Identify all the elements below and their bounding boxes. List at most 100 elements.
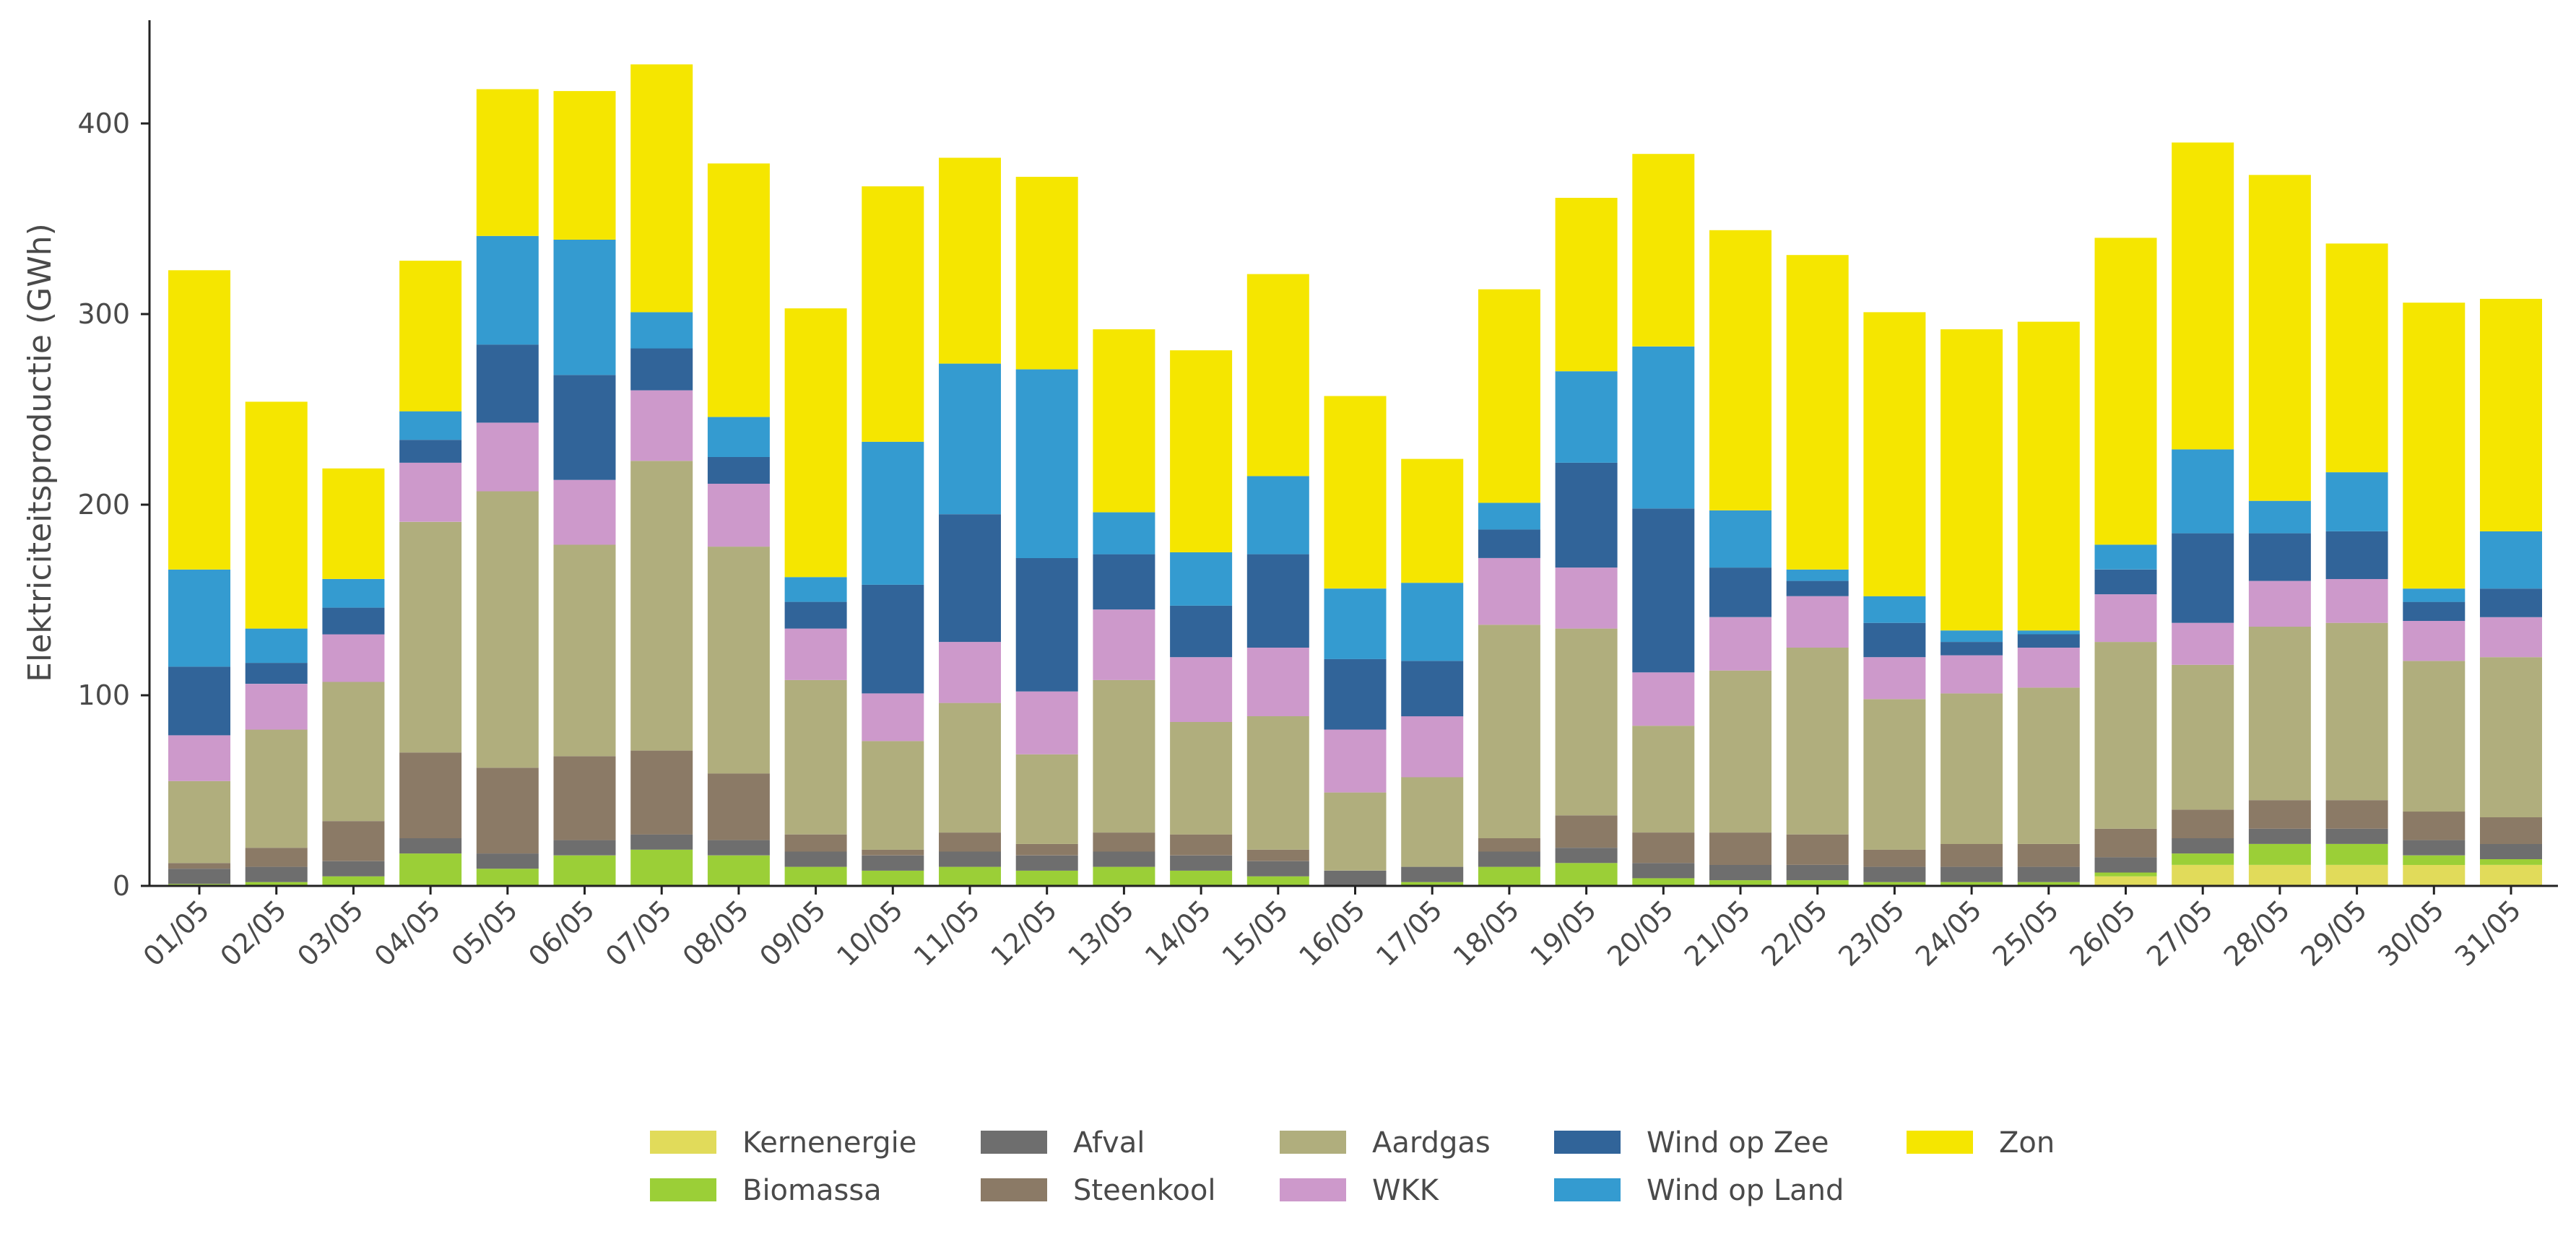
x-tick-label: 19/05 <box>1524 894 1603 973</box>
bar-segment-aardgas <box>476 491 539 768</box>
bar-segment-afval <box>1709 865 1771 881</box>
bar-segment-biomassa <box>707 855 770 886</box>
bar-segment-biomassa <box>1863 882 1926 886</box>
bar-stack-30-05 <box>2403 303 2466 886</box>
bar-segment-wind-op-land <box>784 577 847 602</box>
x-tick-label: 10/05 <box>831 894 909 973</box>
x-tick-label: 03/05 <box>291 894 370 973</box>
bar-segment-wind-op-zee <box>1555 462 1618 568</box>
bar-segment-wkk <box>2403 621 2466 661</box>
bar-segment-wind-op-land <box>476 235 539 345</box>
bar-segment-zon <box>1324 396 1387 589</box>
bar-stack-21-05 <box>1709 230 1771 886</box>
bar-segment-biomassa <box>1632 878 1695 886</box>
legend-swatch <box>1554 1178 1621 1201</box>
bar-segment-aardgas <box>1940 693 2003 844</box>
bar-segment-zon <box>399 261 462 412</box>
bar-segment-wind-op-land <box>2248 500 2311 534</box>
bar-segment-biomassa <box>2480 859 2542 865</box>
bar-segment-biomassa <box>2403 855 2466 865</box>
bar-segment-wkk <box>168 735 230 781</box>
bar-segment-wkk <box>1401 716 1464 778</box>
bar-segment-wkk <box>1709 617 1771 671</box>
legend-label: Wind op Land <box>1647 1174 1844 1207</box>
bar-segment-biomassa <box>1093 866 1155 886</box>
bar-segment-zon <box>476 89 539 236</box>
bar-segment-biomassa <box>1170 870 1233 886</box>
x-tick-label: 24/05 <box>1909 894 1988 973</box>
bar-segment-wind-op-zee <box>707 457 770 484</box>
bar-segment-steenkool <box>2017 843 2080 867</box>
bar-segment-biomassa <box>2094 872 2157 877</box>
bar-stack-10-05 <box>862 186 924 886</box>
bar-segment-steenkool <box>1093 832 1155 852</box>
x-tick-label: 04/05 <box>368 894 447 973</box>
bar-segment-wind-op-land <box>1863 596 1926 623</box>
bar-segment-steenkool <box>1786 834 1849 865</box>
x-tick-label: 16/05 <box>1293 894 1371 973</box>
bar-segment-biomassa <box>1401 882 1464 886</box>
bar-segment-steenkool <box>476 767 539 854</box>
bar-segment-afval <box>1786 865 1849 881</box>
bar-segment-afval <box>1555 848 1618 864</box>
bar-stack-08-05 <box>707 163 770 886</box>
bar-segment-wkk <box>1170 657 1233 722</box>
bar-segment-wind-op-land <box>1246 476 1309 554</box>
bar-segment-steenkool <box>1478 838 1540 852</box>
bar-segment-kernenergie <box>2480 865 2542 886</box>
bar-segment-afval <box>939 851 1001 867</box>
bar-segment-zon <box>707 163 770 417</box>
x-tick-label: 17/05 <box>1370 894 1449 973</box>
bar-segment-steenkool <box>2094 828 2157 858</box>
bar-segment-wind-op-zee <box>2248 533 2311 581</box>
bar-segment-wind-op-land <box>630 312 693 349</box>
bar-segment-aardgas <box>1324 792 1387 871</box>
bar-segment-biomassa <box>2325 843 2388 865</box>
legend-item-aardgas: Aardgas <box>1280 1126 1491 1160</box>
bar-stack-11-05 <box>939 157 1001 886</box>
bar-stack-22-05 <box>1786 255 1849 886</box>
bar-segment-wkk <box>1786 596 1849 648</box>
bar-segment-aardgas <box>1863 699 1926 850</box>
bar-segment-wkk <box>784 628 847 680</box>
bar-segment-kernenergie <box>2248 865 2311 886</box>
bar-segment-kernenergie <box>2094 876 2157 886</box>
bar-stack-24-05 <box>1940 329 2003 886</box>
bar-stack-07-05 <box>630 64 693 886</box>
bar-segment-wind-op-land <box>2403 588 2466 602</box>
bar-segment-afval <box>2248 828 2311 844</box>
bar-segment-wind-op-land <box>245 628 308 664</box>
bar-segment-biomassa <box>862 870 924 886</box>
bar-stack-17-05 <box>1401 458 1464 886</box>
bar-segment-wind-op-land <box>1940 630 2003 642</box>
bar-segment-wkk <box>1324 729 1387 793</box>
x-tick-label: 28/05 <box>2218 894 2297 973</box>
bar-segment-wind-op-zee <box>1863 622 1926 658</box>
bar-segment-wind-op-zee <box>2094 569 2157 595</box>
bar-stack-23-05 <box>1863 312 1926 886</box>
bar-segment-zon <box>1015 176 1078 370</box>
bar-stack-18-05 <box>1478 289 1540 886</box>
bar-stack-02-05 <box>245 401 308 886</box>
y-axis-title: Elektriciteitsproductie (GWh) <box>22 223 58 682</box>
x-tick-label: 21/05 <box>1678 894 1757 973</box>
bar-segment-steenkool <box>1940 843 2003 867</box>
bar-segment-aardgas <box>1786 648 1849 835</box>
bar-segment-steenkool <box>1015 843 1078 856</box>
bar-segment-zon <box>2094 238 2157 545</box>
x-tick-label: 18/05 <box>1447 894 1526 973</box>
bar-segment-wind-op-zee <box>399 440 462 463</box>
bar-segment-kernenergie <box>2172 865 2234 886</box>
bar-segment-aardgas <box>1555 628 1618 816</box>
bar-segment-afval <box>2172 838 2234 854</box>
bar-stack-05-05 <box>476 89 539 886</box>
bar-segment-afval <box>1015 855 1078 871</box>
bar-segment-afval <box>707 840 770 856</box>
bar-segment-steenkool <box>2325 800 2388 829</box>
bar-segment-afval <box>1632 863 1695 879</box>
bar-segment-wkk <box>1015 691 1078 754</box>
y-tick-label: 0 <box>113 870 130 902</box>
bar-segment-wind-op-zee <box>1709 567 1771 617</box>
bar-segment-steenkool <box>862 849 924 856</box>
bar-segment-biomassa <box>2017 882 2080 886</box>
